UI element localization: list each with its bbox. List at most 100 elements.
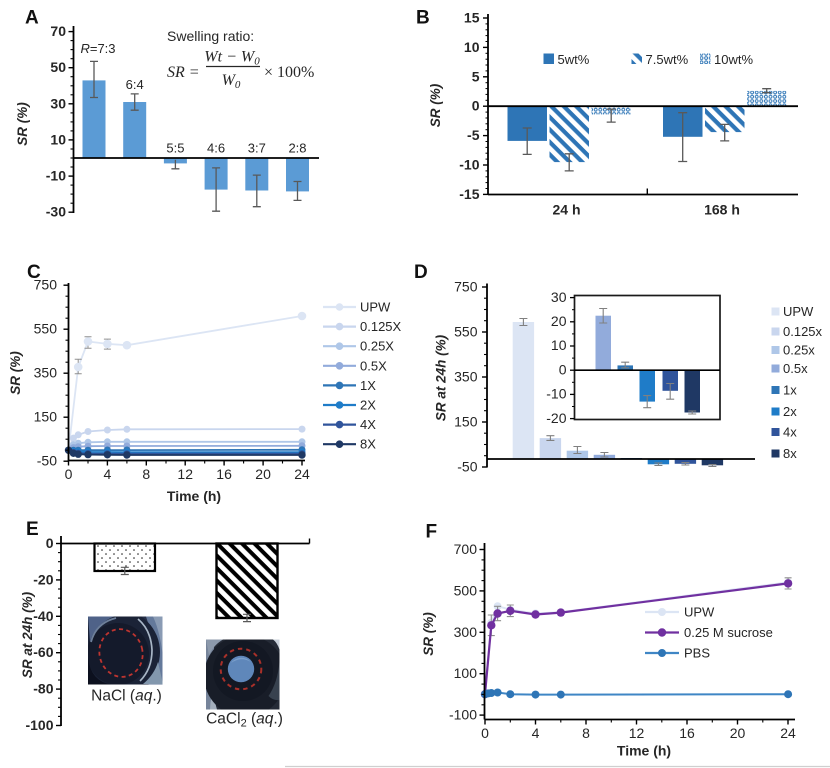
svg-text:0.125x: 0.125x [783,324,823,339]
svg-text:100: 100 [454,665,478,681]
svg-text:SR (%): SR (%) [8,351,23,395]
svg-text:-20: -20 [33,571,53,587]
svg-text:350: 350 [454,369,478,385]
svg-text:SR (%): SR (%) [421,612,436,656]
svg-text:-10: -10 [46,168,66,184]
svg-text:0.125X: 0.125X [360,319,402,334]
svg-text:0: 0 [559,361,567,377]
svg-text:SR =: SR = [167,64,200,81]
svg-text:0.5X: 0.5X [360,358,387,373]
svg-text:4: 4 [532,725,540,741]
svg-text:8: 8 [582,725,590,741]
svg-text:4x: 4x [783,425,797,440]
svg-text:2X: 2X [360,398,376,413]
svg-text:10: 10 [50,131,66,147]
svg-text:SR (%): SR (%) [15,102,30,146]
svg-text:NaCl (aq.): NaCl (aq.) [91,688,162,705]
svg-text:4:6: 4:6 [207,141,225,156]
svg-text:-10: -10 [459,157,479,173]
svg-text:1X: 1X [360,378,376,393]
svg-text:15: 15 [464,10,480,26]
svg-text:700: 700 [454,541,478,557]
svg-text:30: 30 [50,95,66,111]
svg-text:6:4: 6:4 [126,77,144,92]
svg-text:10: 10 [464,39,480,55]
svg-text:150: 150 [34,409,58,425]
svg-text:0: 0 [65,466,73,482]
svg-text:UPW: UPW [684,605,715,620]
svg-text:550: 550 [34,321,58,337]
svg-text:5:5: 5:5 [166,141,184,156]
svg-text:UPW: UPW [360,300,391,315]
svg-text:Time (h): Time (h) [167,488,221,504]
svg-text:SR at 24h (%): SR at 24h (%) [434,334,449,421]
svg-text:-40: -40 [33,608,53,624]
svg-text:× 100%: × 100% [264,64,314,81]
svg-text:SR at 24h (%): SR at 24h (%) [20,591,35,678]
svg-text:-60: -60 [33,644,53,660]
svg-text:1x: 1x [783,383,797,398]
svg-text:-100: -100 [25,717,53,733]
svg-text:-10: -10 [546,386,566,402]
svg-text:750: 750 [34,277,58,293]
svg-text:16: 16 [679,725,695,741]
svg-text:12: 12 [177,466,193,482]
svg-text:10: 10 [551,337,567,353]
svg-text:150: 150 [454,414,478,430]
svg-text:-80: -80 [33,681,53,697]
svg-text:168 h: 168 h [704,202,740,218]
svg-text:A: A [25,8,39,29]
svg-text:Time (h): Time (h) [617,743,671,759]
svg-text:4: 4 [104,466,112,482]
svg-text:2:8: 2:8 [288,141,306,156]
svg-text:30: 30 [551,289,567,305]
svg-text:5: 5 [472,68,480,84]
svg-text:-5: -5 [467,127,480,143]
svg-text:F: F [426,522,438,543]
svg-text:UPW: UPW [783,304,814,319]
svg-text:0.5x: 0.5x [783,361,808,376]
svg-text:0.25 M sucrose: 0.25 M sucrose [684,625,773,640]
svg-text:SR (%): SR (%) [428,83,443,127]
svg-text:-20: -20 [546,410,566,426]
svg-text:2x: 2x [783,404,797,419]
svg-text:Swelling ratio:: Swelling ratio: [167,28,254,44]
svg-text:7.5wt%: 7.5wt% [646,52,689,67]
svg-text:0: 0 [46,535,54,551]
svg-text:C: C [27,262,41,283]
svg-text:-50: -50 [457,459,477,475]
svg-text:-100: -100 [449,707,477,723]
svg-text:10wt%: 10wt% [714,52,753,67]
svg-text:-15: -15 [459,186,479,202]
svg-text:16: 16 [216,466,232,482]
svg-text:20: 20 [551,313,567,329]
svg-text:70: 70 [50,23,66,39]
svg-text:750: 750 [454,279,478,295]
svg-text:-30: -30 [46,204,66,220]
svg-text:B: B [416,8,430,29]
svg-text:20: 20 [730,725,746,741]
svg-text:8: 8 [142,466,150,482]
svg-text:550: 550 [454,324,478,340]
svg-text:E: E [26,519,39,540]
svg-text:R=7:3: R=7:3 [80,41,115,56]
svg-text:D: D [414,262,428,283]
svg-text:-50: -50 [37,453,57,469]
svg-text:8x: 8x [783,446,797,461]
svg-text:50: 50 [50,59,66,75]
svg-text:24 h: 24 h [552,202,580,218]
svg-text:PBS: PBS [684,646,710,661]
svg-text:4X: 4X [360,417,376,432]
svg-text:3:7: 3:7 [248,141,266,156]
svg-text:0.25x: 0.25x [783,343,815,358]
svg-text:Wt − W0: Wt − W0 [204,49,260,68]
svg-text:0.25X: 0.25X [360,339,394,354]
svg-text:500: 500 [454,582,478,598]
svg-text:20: 20 [255,466,271,482]
svg-text:0: 0 [472,98,480,114]
svg-text:12: 12 [629,725,645,741]
svg-text:300: 300 [454,624,478,640]
svg-text:0: 0 [481,725,489,741]
svg-text:24: 24 [294,466,310,482]
svg-text:8X: 8X [360,437,376,452]
